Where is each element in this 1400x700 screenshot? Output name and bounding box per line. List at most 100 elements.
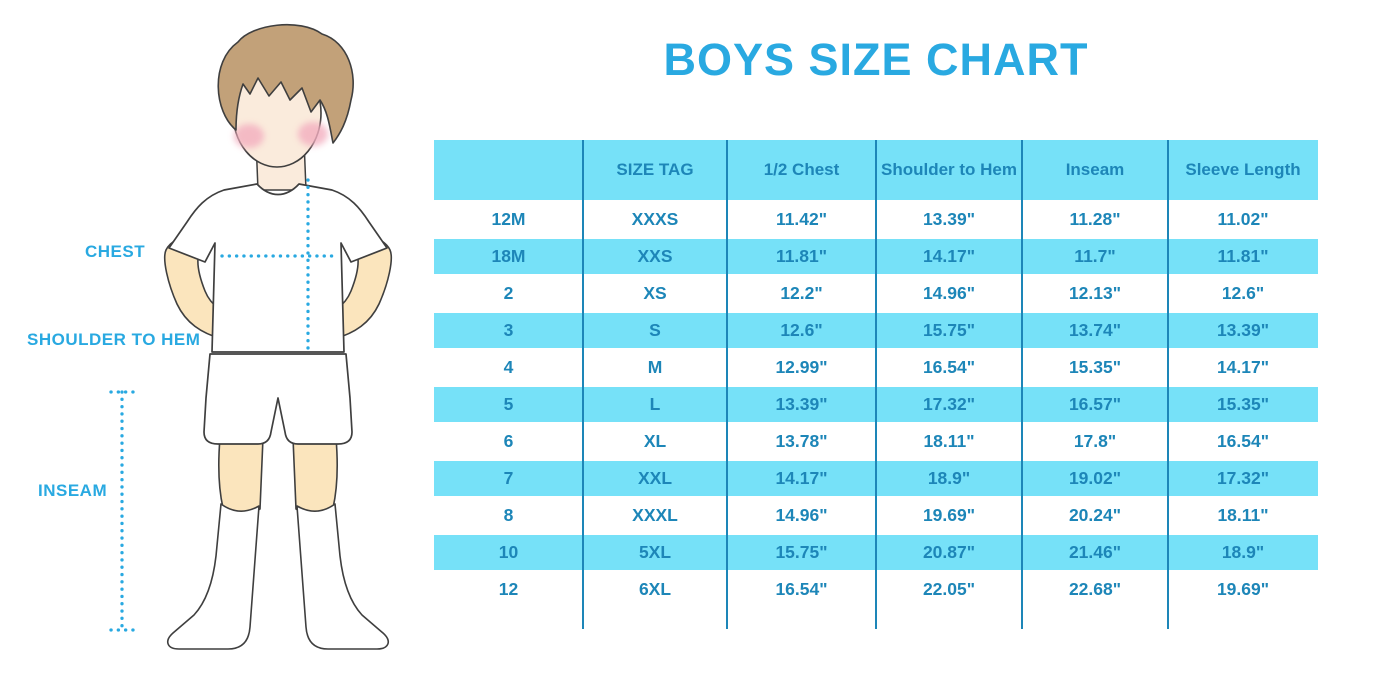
size-label-cell: 12M	[434, 200, 583, 239]
size-value-cell: 12.2"	[727, 274, 876, 313]
size-value-cell: XXL	[583, 459, 727, 498]
size-label-cell: 3	[434, 311, 583, 350]
size-value-cell: 11.7"	[1022, 237, 1168, 276]
size-value-cell: 12.13"	[1022, 274, 1168, 313]
column-header-half-chest: 1/2 Chest	[727, 140, 876, 201]
left-leg-shape	[217, 437, 264, 516]
size-value-cell: XXXL	[583, 496, 727, 535]
size-row: 12 6XL 16.54" 22.05" 22.68" 19.69"	[434, 570, 1318, 609]
size-label-cell: 8	[434, 496, 583, 535]
column-divider	[1167, 140, 1169, 629]
chest-label: CHEST	[85, 242, 146, 261]
size-table: SIZE TAG 1/2 Chest Shoulder to Hem Insea…	[434, 140, 1318, 609]
column-divider	[726, 140, 728, 629]
size-value-cell: 15.75"	[727, 533, 876, 572]
size-row: 2 XS 12.2" 14.96" 12.13" 12.6"	[434, 274, 1318, 313]
size-row: 7 XXL 14.17" 18.9" 19.02" 17.32"	[434, 459, 1318, 498]
size-value-cell: 16.54"	[876, 348, 1022, 387]
inseam-label: INSEAM	[38, 481, 108, 500]
size-value-cell: 5XL	[583, 533, 727, 572]
shoulder-to-hem-label: SHOULDER TO HEM	[27, 330, 201, 349]
shorts-shape	[203, 353, 353, 445]
hair-shape	[217, 23, 354, 144]
tshirt-shape	[168, 183, 388, 353]
size-value-cell: 14.17"	[727, 459, 876, 498]
column-header-inseam: Inseam	[1022, 140, 1168, 201]
size-value-cell: XS	[583, 274, 727, 313]
size-value-cell: 20.87"	[876, 533, 1022, 572]
size-value-cell: 19.69"	[876, 496, 1022, 535]
size-value-cell: 17.32"	[876, 385, 1022, 424]
size-value-cell: XL	[583, 422, 727, 461]
column-header-size-tag: SIZE TAG	[583, 140, 727, 201]
column-header-size	[434, 140, 583, 201]
size-row: 12M XXXS 11.42" 13.39" 11.28" 11.02"	[434, 200, 1318, 239]
size-label-cell: 2	[434, 274, 583, 313]
column-header-sleeve-length: Sleeve Length	[1168, 140, 1318, 201]
size-row: 8 XXXL 14.96" 19.69" 20.24" 18.11"	[434, 496, 1318, 535]
size-value-cell: 12.6"	[727, 311, 876, 350]
size-row: 4 M 12.99" 16.54" 15.35" 14.17"	[434, 348, 1318, 387]
size-value-cell: 19.02"	[1022, 459, 1168, 498]
boy-measurement-figure: CHEST SHOULDER TO HEM INSEAM	[0, 0, 430, 700]
size-value-cell: 14.96"	[727, 496, 876, 535]
column-divider	[582, 140, 584, 629]
header-row: SIZE TAG 1/2 Chest Shoulder to Hem Insea…	[434, 140, 1318, 201]
size-value-cell: 17.8"	[1022, 422, 1168, 461]
size-value-cell: 18.9"	[1168, 533, 1318, 572]
size-value-cell: M	[583, 348, 727, 387]
size-value-cell: 12.6"	[1168, 274, 1318, 313]
size-value-cell: 13.78"	[727, 422, 876, 461]
size-label-cell: 5	[434, 385, 583, 424]
size-value-cell: 13.74"	[1022, 311, 1168, 350]
size-label-cell: 10	[434, 533, 583, 572]
size-chart-table: SIZE TAG 1/2 Chest Shoulder to Hem Insea…	[434, 140, 1318, 629]
size-label-cell: 12	[434, 570, 583, 609]
size-value-cell: XXXS	[583, 200, 727, 239]
size-value-cell: 15.35"	[1168, 385, 1318, 424]
size-value-cell: 11.81"	[727, 237, 876, 276]
size-value-cell: 6XL	[583, 570, 727, 609]
size-value-cell: 15.35"	[1022, 348, 1168, 387]
size-value-cell: 11.81"	[1168, 237, 1318, 276]
size-value-cell: 18.9"	[876, 459, 1022, 498]
right-leg-shape	[292, 437, 339, 516]
column-header-shoulder-to-hem: Shoulder to Hem	[876, 140, 1022, 201]
left-sock-shape	[166, 503, 260, 650]
size-value-cell: 12.99"	[727, 348, 876, 387]
size-value-cell: 15.75"	[876, 311, 1022, 350]
size-value-cell: 18.11"	[876, 422, 1022, 461]
size-value-cell: 19.69"	[1168, 570, 1318, 609]
left-cheek	[234, 124, 264, 148]
column-divider	[1021, 140, 1023, 629]
size-row: 10 5XL 15.75" 20.87" 21.46" 18.9"	[434, 533, 1318, 572]
right-sock-shape	[296, 503, 390, 650]
size-value-cell: 14.17"	[876, 237, 1022, 276]
column-divider	[875, 140, 877, 629]
size-value-cell: 11.02"	[1168, 200, 1318, 239]
size-value-cell: 17.32"	[1168, 459, 1318, 498]
right-cheek	[298, 122, 328, 146]
size-label-cell: 4	[434, 348, 583, 387]
size-value-cell: 11.42"	[727, 200, 876, 239]
size-value-cell: L	[583, 385, 727, 424]
size-value-cell: 13.39"	[1168, 311, 1318, 350]
size-row: 6 XL 13.78" 18.11" 17.8" 16.54"	[434, 422, 1318, 461]
size-row: 5 L 13.39" 17.32" 16.57" 15.35"	[434, 385, 1318, 424]
size-value-cell: 22.68"	[1022, 570, 1168, 609]
size-value-cell: 21.46"	[1022, 533, 1168, 572]
size-value-cell: 13.39"	[876, 200, 1022, 239]
size-value-cell: 18.11"	[1168, 496, 1318, 535]
boy-illustration	[109, 23, 393, 650]
size-label-cell: 6	[434, 422, 583, 461]
size-value-cell: 20.24"	[1022, 496, 1168, 535]
size-value-cell: 16.54"	[1168, 422, 1318, 461]
size-value-cell: 16.57"	[1022, 385, 1168, 424]
size-value-cell: S	[583, 311, 727, 350]
size-value-cell: XXS	[583, 237, 727, 276]
size-row: 3 S 12.6" 15.75" 13.74" 13.39"	[434, 311, 1318, 350]
size-label-cell: 7	[434, 459, 583, 498]
size-value-cell: 22.05"	[876, 570, 1022, 609]
size-value-cell: 14.96"	[876, 274, 1022, 313]
size-value-cell: 13.39"	[727, 385, 876, 424]
